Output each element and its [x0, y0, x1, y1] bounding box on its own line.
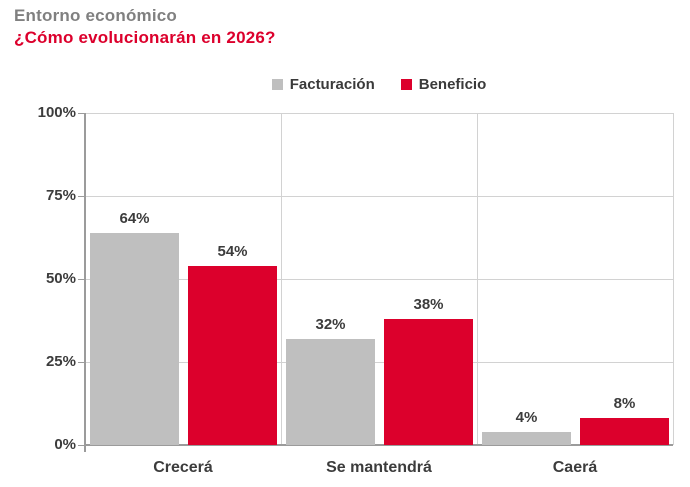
page-title: Entorno económico: [14, 6, 178, 25]
gridline-vertical: [673, 113, 674, 445]
x-axis-category-label: Crecerá: [153, 459, 213, 476]
legend-item-facturacion: Facturación: [271, 75, 375, 93]
bar-beneficio-crecerá: [188, 266, 277, 445]
legend-label: Facturación: [289, 75, 375, 93]
legend-item-beneficio: Beneficio: [400, 75, 487, 93]
y-axis-line: [84, 113, 86, 452]
bar-value-label: 54%: [217, 243, 248, 260]
y-axis-label: 75%: [45, 187, 76, 204]
gridline-horizontal: [85, 196, 673, 197]
bar-beneficio-caerá: [580, 418, 669, 445]
legend-swatch-icon: [271, 78, 283, 90]
chart-subtitle: ¿Cómo evolucionarán en 2026?: [14, 28, 276, 47]
y-axis-label: 100%: [37, 104, 76, 121]
x-axis-category-label: Se mantendrá: [326, 459, 432, 476]
y-axis-tick: [78, 113, 85, 114]
bar-value-label: 4%: [515, 409, 538, 426]
gridline-vertical: [477, 113, 478, 445]
bar-value-label: 38%: [413, 296, 444, 313]
y-axis-label: 25%: [45, 353, 76, 370]
legend-label: Beneficio: [418, 75, 487, 93]
gridline-horizontal: [85, 113, 673, 114]
y-axis-tick: [78, 196, 85, 197]
gridline-vertical: [281, 113, 282, 445]
gridline-horizontal: [85, 362, 673, 363]
bar-facturación-crecerá: [90, 233, 179, 445]
y-axis-tick: [78, 445, 85, 446]
y-axis-label: 0%: [54, 436, 76, 453]
legend-swatch-icon: [400, 78, 412, 90]
bar-value-label: 8%: [613, 395, 636, 412]
bar-value-label: 64%: [119, 210, 150, 227]
y-axis-tick: [78, 362, 85, 363]
bar-facturación-caerá: [482, 432, 571, 445]
bar-facturación-se-mantendrá: [286, 339, 375, 445]
legend: Facturación Beneficio: [85, 74, 673, 94]
bar-value-label: 32%: [315, 316, 346, 333]
x-axis-line: [85, 444, 673, 446]
y-axis-label: 50%: [45, 270, 76, 287]
x-axis-category-label: Caerá: [552, 459, 598, 476]
gridline-horizontal: [85, 279, 673, 280]
bar-beneficio-se-mantendrá: [384, 319, 473, 445]
y-axis-tick: [78, 279, 85, 280]
